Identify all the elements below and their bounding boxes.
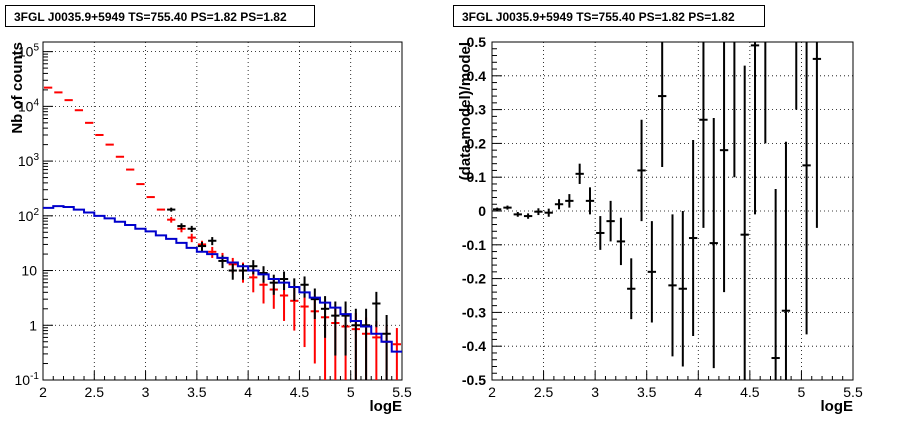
model-point	[300, 292, 309, 348]
x-tick-label: 4.5	[290, 384, 310, 400]
x-tick-label: 2	[488, 384, 496, 400]
y-tick-label: 0.1	[467, 169, 487, 185]
data-point	[596, 216, 605, 250]
plot-frame	[42, 41, 403, 381]
y-tick-label: -0.5	[462, 372, 486, 388]
data-point	[802, 42, 811, 335]
y-tick-label: -0.4	[462, 338, 486, 354]
data-point	[361, 308, 371, 380]
y-tick-label: 103	[18, 152, 40, 169]
data-point	[812, 42, 822, 228]
data-point	[709, 118, 718, 369]
model-point	[187, 233, 196, 243]
data-point	[372, 291, 381, 328]
data-point	[310, 288, 319, 320]
data-point	[177, 223, 186, 230]
data-point	[688, 140, 698, 337]
data-point	[606, 200, 615, 242]
data-point	[575, 163, 584, 184]
data-point	[554, 199, 564, 210]
x-axis-label: logE	[370, 398, 403, 415]
y-tick-label: -0.1	[462, 237, 486, 253]
data-point	[637, 119, 646, 222]
data-point	[678, 211, 687, 367]
data-point	[658, 42, 667, 168]
data-point	[523, 213, 533, 219]
data-point	[781, 141, 791, 380]
x-axis-label: logE	[821, 398, 854, 415]
data-point	[290, 278, 299, 301]
x-tick-label: 4.5	[740, 384, 760, 400]
data-point	[585, 187, 595, 215]
y-axis-label: (data-model)/model	[457, 42, 474, 180]
x-tick-label: 3	[591, 384, 599, 400]
x-tick-label: 5.5	[392, 384, 412, 400]
y-tick-label: 0	[478, 203, 486, 219]
x-tick-label: 2.5	[534, 384, 554, 400]
data-point	[197, 241, 207, 252]
data-point	[647, 221, 657, 323]
y-tick-label: 10-1	[15, 371, 40, 388]
data-point	[279, 271, 289, 291]
data-point	[208, 237, 217, 246]
x-tick-label: 5	[347, 384, 355, 400]
counts-chart: 2 2.5 3 3.5 4 4.5 5 5.5logE10-1110102103104105N…	[9, 41, 412, 415]
x-tick-label: 2	[39, 384, 47, 400]
data-point	[187, 225, 196, 233]
y-tick-label: 0.2	[467, 135, 487, 151]
data-point	[382, 315, 391, 380]
data-point	[331, 301, 340, 356]
data-point	[719, 42, 729, 293]
y-tick-label: -0.2	[462, 271, 486, 287]
x-tick-label: 3.5	[187, 384, 207, 400]
data-point	[544, 208, 553, 217]
model-point	[208, 246, 217, 258]
data-point	[534, 208, 543, 216]
y-tick-label: 1	[29, 317, 37, 333]
data-point	[740, 65, 749, 380]
data-point	[503, 205, 512, 210]
y-tick-label: 102	[18, 207, 40, 224]
data-point	[771, 189, 780, 380]
data-point	[750, 42, 760, 215]
data-point	[341, 301, 350, 356]
x-tick-label: 4	[694, 384, 702, 400]
model-step-line	[43, 205, 402, 353]
y-tick-label: -0.3	[462, 304, 486, 320]
x-tick-label: 4	[244, 384, 252, 400]
data-point	[565, 194, 574, 208]
data-point	[351, 308, 360, 380]
y-tick-label: 0.5	[467, 34, 487, 50]
model-point	[392, 328, 401, 380]
y-tick-label: 0.3	[467, 102, 487, 118]
y-axis-label: Nb of counts	[9, 42, 26, 134]
data-point	[300, 276, 309, 298]
data-point	[228, 263, 237, 280]
x-tick-label: 3	[142, 384, 150, 400]
x-tick-label: 5	[798, 384, 806, 400]
data-point	[616, 217, 626, 266]
left-chart-title: 3FGL J0035.9+5949 TS=755.40 PS=1.82 PS=1…	[5, 5, 315, 27]
model-point	[372, 321, 381, 380]
data-point	[627, 258, 636, 320]
model-point	[167, 217, 176, 223]
y-tick-label: 0.4	[467, 68, 487, 84]
data-point	[493, 207, 502, 211]
right-chart-title: 3FGL J0035.9+5949 TS=755.40 PS=1.82 PS=1…	[453, 5, 765, 27]
x-tick-label: 3.5	[637, 384, 657, 400]
x-tick-label: 2.5	[85, 384, 105, 400]
data-point	[269, 274, 278, 295]
data-point	[699, 42, 708, 228]
data-point	[668, 214, 677, 357]
y-tick-label: 10	[21, 263, 37, 279]
x-tick-label: 5.5	[843, 384, 863, 400]
data-point	[249, 260, 258, 275]
data-point	[167, 207, 176, 212]
data-point	[513, 212, 522, 217]
